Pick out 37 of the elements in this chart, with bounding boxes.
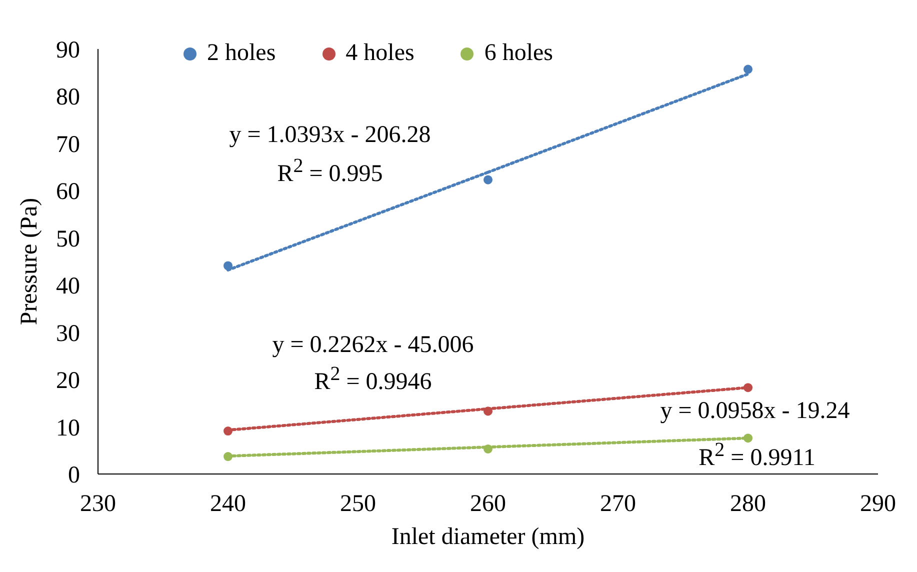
x-axis-title: Inlet diameter (mm) [391, 524, 585, 550]
legend-label: 4 holes [346, 40, 414, 67]
annotation: y = 0.2262x - 45.006 [272, 332, 474, 358]
point [743, 383, 753, 392]
point [483, 444, 493, 454]
annotation: R$^{2}$ = 0.995 [277, 154, 383, 187]
y-tick-label: 40 [56, 274, 80, 300]
point [483, 175, 493, 184]
annotation: y = 0.0958x - 19.24 [660, 398, 850, 424]
point [223, 261, 233, 270]
annotation: R$^{2}$ = 0.9946 [314, 362, 432, 395]
point [483, 406, 493, 416]
y-tick-label: 0 [68, 462, 80, 489]
annotation: y = 1.0393x - 206.28 [229, 122, 431, 148]
y-tick-label: 60 [56, 179, 80, 206]
x-tick-label: 270 [600, 491, 636, 518]
x-tick-label: 230 [80, 491, 116, 518]
point [223, 426, 233, 436]
legend-label: 2 holes [207, 40, 276, 67]
x-tick-label: 280 [730, 491, 766, 518]
y-tick-label: 10 [56, 415, 80, 442]
annotation: R$^{2}$ = 0.9911 [698, 438, 816, 471]
point [743, 64, 753, 74]
y-axis-title: Pressure (Pa) [16, 198, 43, 326]
y-tick-label: 70 [56, 132, 80, 158]
y-tick-label: 80 [56, 84, 80, 111]
y-tick-label: 50 [56, 226, 80, 252]
y-tick-label: 90 [56, 38, 80, 64]
y-tick-label: 30 [56, 320, 80, 347]
point [743, 434, 753, 443]
x-tick-label: 290 [860, 491, 896, 518]
point [223, 452, 233, 462]
x-tick-label: 240 [210, 491, 246, 518]
x-tick-label: 260 [470, 491, 506, 518]
x-tick-label: 250 [340, 491, 376, 518]
y-tick-label: 20 [56, 368, 80, 394]
legend-label: 6 holes [484, 40, 554, 67]
